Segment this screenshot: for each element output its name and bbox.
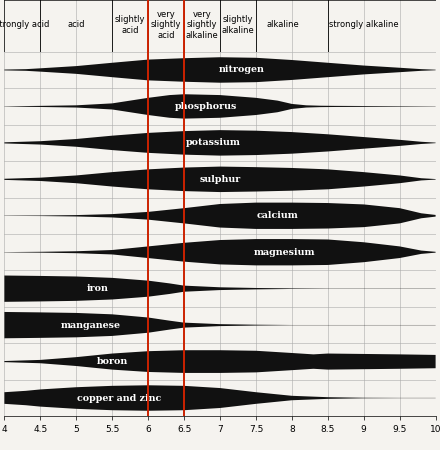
Text: alkaline: alkaline [267,20,299,29]
Text: boron: boron [96,357,128,366]
Polygon shape [4,312,436,338]
Text: iron: iron [87,284,109,293]
Text: sulphur: sulphur [199,175,241,184]
Text: copper and zinc: copper and zinc [77,393,161,403]
Text: phosphorus: phosphorus [174,102,237,111]
Polygon shape [4,166,436,192]
Polygon shape [4,202,436,229]
Polygon shape [4,385,436,411]
Polygon shape [4,94,436,119]
Text: very
slightly
alkaline: very slightly alkaline [186,10,218,40]
Polygon shape [4,57,436,83]
Text: slightly
acid: slightly acid [115,15,145,35]
Text: manganese: manganese [61,320,121,329]
Text: magnesium: magnesium [254,248,315,256]
Text: strongly acid: strongly acid [0,20,50,29]
Text: nitrogen: nitrogen [219,66,264,75]
Text: calcium: calcium [257,212,298,220]
Text: potassium: potassium [185,139,240,148]
Polygon shape [4,275,436,302]
Polygon shape [4,239,436,266]
Text: strongly alkaline: strongly alkaline [329,20,399,29]
Text: very
slightly
acid: very slightly acid [151,10,181,40]
Polygon shape [4,130,436,156]
Text: slightly
alkaline: slightly alkaline [222,15,254,35]
Polygon shape [4,350,436,373]
Text: acid: acid [67,20,85,29]
